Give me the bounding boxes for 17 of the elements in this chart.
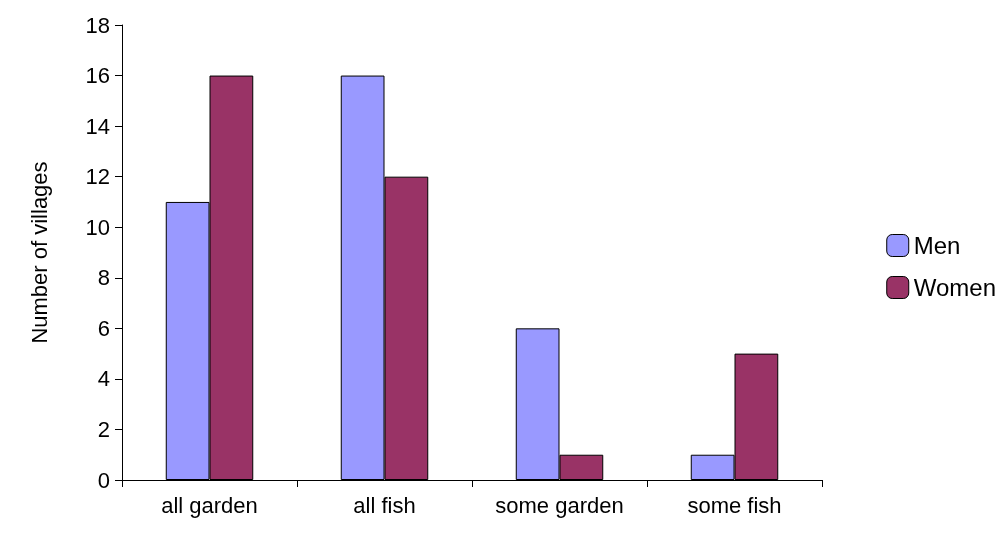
y-tick-label: 14 — [85, 113, 110, 139]
y-tick-label: 2 — [97, 416, 110, 442]
legend-label: Women — [913, 274, 997, 301]
x-tick-label: some fish — [687, 492, 782, 518]
y-tick-label: 16 — [85, 63, 110, 89]
x-tick-label: some garden — [495, 492, 624, 518]
y-tick-label: 8 — [97, 265, 110, 291]
y-tick-label: 6 — [97, 315, 110, 341]
x-tick-label: all fish — [353, 492, 416, 518]
y-tick-label: 0 — [97, 467, 110, 493]
x-tick-label: all garden — [161, 492, 258, 518]
y-tick-label: 10 — [85, 214, 110, 240]
y-axis-title: Number of villages — [26, 161, 52, 344]
legend-label: Men — [913, 232, 961, 259]
y-tick-label: 18 — [85, 12, 110, 38]
y-tick-label: 12 — [85, 164, 110, 190]
y-tick-label: 4 — [97, 366, 110, 392]
